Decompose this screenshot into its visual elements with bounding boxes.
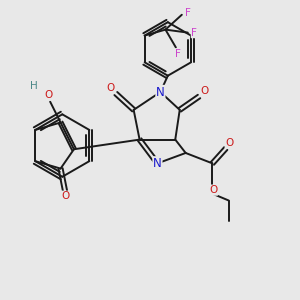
- Text: F: F: [191, 28, 197, 38]
- Text: O: O: [106, 83, 115, 93]
- Text: N: N: [156, 85, 165, 98]
- Text: H: H: [30, 81, 38, 91]
- Text: O: O: [225, 138, 233, 148]
- Text: O: O: [200, 86, 208, 96]
- Text: N: N: [153, 157, 162, 170]
- Text: F: F: [185, 8, 191, 18]
- Text: F: F: [175, 49, 181, 59]
- Text: O: O: [44, 90, 53, 100]
- Text: O: O: [61, 191, 69, 201]
- Text: O: O: [209, 185, 218, 195]
